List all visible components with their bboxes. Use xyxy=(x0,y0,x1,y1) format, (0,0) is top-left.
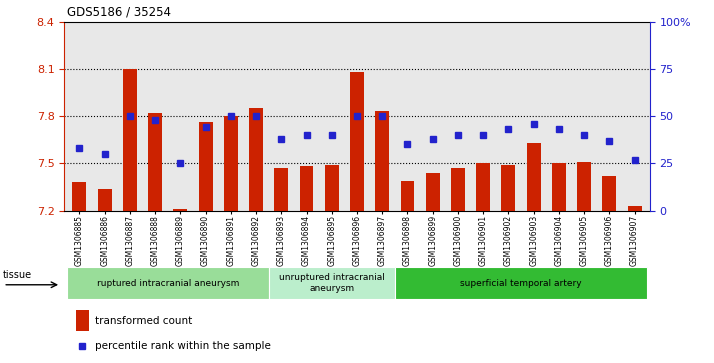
Bar xyxy=(395,267,647,299)
Bar xyxy=(268,267,395,299)
Bar xyxy=(198,122,213,211)
Bar xyxy=(325,165,338,211)
Text: percentile rank within the sample: percentile rank within the sample xyxy=(95,341,271,351)
Bar xyxy=(76,310,89,331)
Bar xyxy=(224,116,238,211)
Bar xyxy=(300,167,313,211)
Bar xyxy=(451,168,465,211)
Bar xyxy=(123,69,137,211)
Text: unruptured intracranial
aneurysm: unruptured intracranial aneurysm xyxy=(279,273,385,293)
Text: GDS5186 / 35254: GDS5186 / 35254 xyxy=(67,5,171,18)
Bar xyxy=(350,72,364,211)
Text: superficial temporal artery: superficial temporal artery xyxy=(461,279,582,287)
Bar xyxy=(67,267,268,299)
Bar xyxy=(552,163,565,211)
Bar xyxy=(628,206,642,211)
Bar xyxy=(401,181,414,211)
Text: ruptured intracranial aneurysm: ruptured intracranial aneurysm xyxy=(96,279,239,287)
Bar xyxy=(476,163,490,211)
Bar xyxy=(149,113,162,211)
Bar xyxy=(426,173,440,211)
Bar xyxy=(527,143,540,211)
Bar xyxy=(501,165,516,211)
Bar xyxy=(249,108,263,211)
Bar xyxy=(376,111,389,211)
Bar xyxy=(98,188,111,211)
Bar xyxy=(72,182,86,211)
Text: tissue: tissue xyxy=(3,270,32,280)
Bar xyxy=(274,168,288,211)
Text: transformed count: transformed count xyxy=(95,316,192,326)
Bar xyxy=(603,176,616,211)
Bar xyxy=(174,209,187,211)
Bar xyxy=(577,162,591,211)
